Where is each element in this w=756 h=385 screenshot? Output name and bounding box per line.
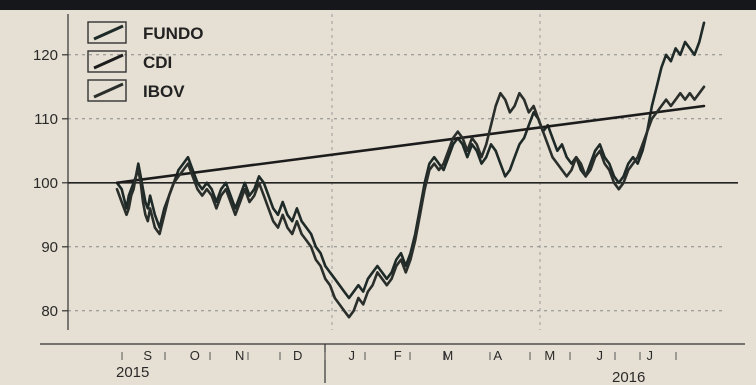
legend-swatch [87, 50, 127, 73]
axes: 80 90 100 110 120 S O N D J F M A M J J 2015 2016 [33, 14, 745, 385]
x-tick-label: O [190, 348, 201, 363]
series-line-ibov [115, 85, 706, 319]
x-tick-label: J [349, 348, 356, 363]
legend-swatch-line [93, 24, 124, 41]
y-tick-label: 100 [33, 175, 58, 192]
legend-item-cdi: CDI [87, 50, 172, 73]
x-tick-label: N [235, 348, 245, 363]
x-tick-label: J [597, 348, 604, 363]
x-tick-label: M [442, 348, 453, 363]
x-tick-label: J [647, 348, 654, 363]
series-line-cdi [115, 104, 706, 185]
x-tick-label: D [293, 348, 303, 363]
legend-label: CDI [143, 53, 172, 72]
y-tick-label: 90 [41, 239, 58, 256]
legend-swatch-line [93, 53, 124, 70]
y-tick-label: 80 [41, 303, 58, 320]
series-lines [115, 21, 706, 319]
x-tick-label: M [544, 348, 555, 363]
year-label: 2016 [612, 369, 645, 385]
x-tick-label: A [493, 348, 502, 363]
legend-swatch [87, 79, 127, 102]
legend-item-ibov: IBOV [87, 79, 185, 102]
header-bar [0, 0, 756, 10]
legend-swatch-line [93, 82, 124, 99]
legend-label: FUNDO [143, 24, 203, 43]
legend-label: IBOV [143, 82, 185, 101]
x-tick-label: S [143, 348, 152, 363]
x-tick-label: F [394, 348, 402, 363]
legend: FUNDO CDI IBOV [87, 21, 203, 102]
series-line-fundo [115, 21, 706, 300]
legend-item-fundo: FUNDO [87, 21, 203, 44]
y-tick-label: 110 [34, 111, 58, 128]
legend-swatch [87, 21, 127, 44]
year-label: 2015 [116, 364, 149, 381]
y-tick-label: 120 [33, 47, 58, 64]
